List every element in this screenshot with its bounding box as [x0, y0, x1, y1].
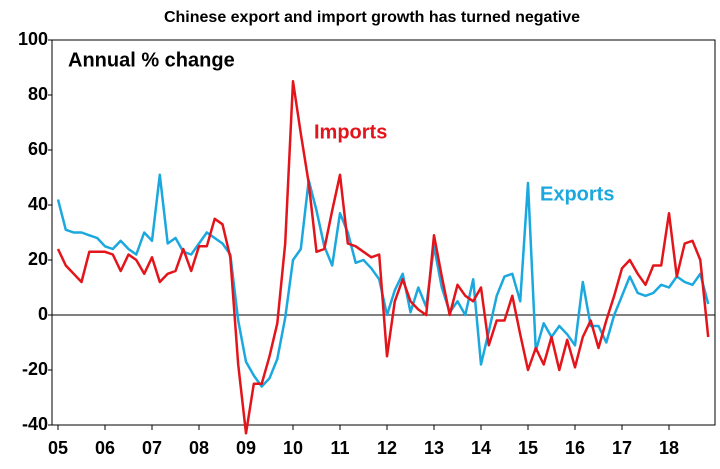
- series-label: Exports: [540, 183, 614, 205]
- y-tick-label: -20: [22, 359, 48, 379]
- y-tick-label: 0: [38, 304, 48, 324]
- x-tick-label: 10: [283, 438, 303, 458]
- y-tick-label: 80: [28, 84, 48, 104]
- annotation: Annual % change: [68, 49, 235, 71]
- x-tick-label: 09: [236, 438, 256, 458]
- y-tick-label: 20: [28, 249, 48, 269]
- series-line: [56, 173, 710, 388]
- x-tick-label: 18: [659, 438, 679, 458]
- x-tick-label: 15: [518, 438, 538, 458]
- x-tick-label: 13: [424, 438, 444, 458]
- y-tick-label: 60: [28, 139, 48, 159]
- series-line: [56, 80, 710, 435]
- x-tick-label: 07: [142, 438, 162, 458]
- y-tick-label: 40: [28, 194, 48, 214]
- x-tick-label: 06: [95, 438, 115, 458]
- y-tick-label: -40: [22, 414, 48, 434]
- y-tick-label: 100: [18, 29, 48, 49]
- plot-frame: [51, 39, 716, 426]
- x-tick-label: 14: [471, 438, 491, 458]
- chart-title: Chinese export and import growth has tur…: [164, 9, 580, 26]
- x-tick-label: 11: [330, 438, 349, 458]
- series-label: Imports: [314, 121, 387, 143]
- x-tick-label: 16: [565, 438, 585, 458]
- x-tick-label: 05: [48, 438, 68, 458]
- x-tick-label: 17: [612, 438, 632, 458]
- x-tick-label: 12: [377, 438, 397, 458]
- x-tick-label: 08: [189, 438, 209, 458]
